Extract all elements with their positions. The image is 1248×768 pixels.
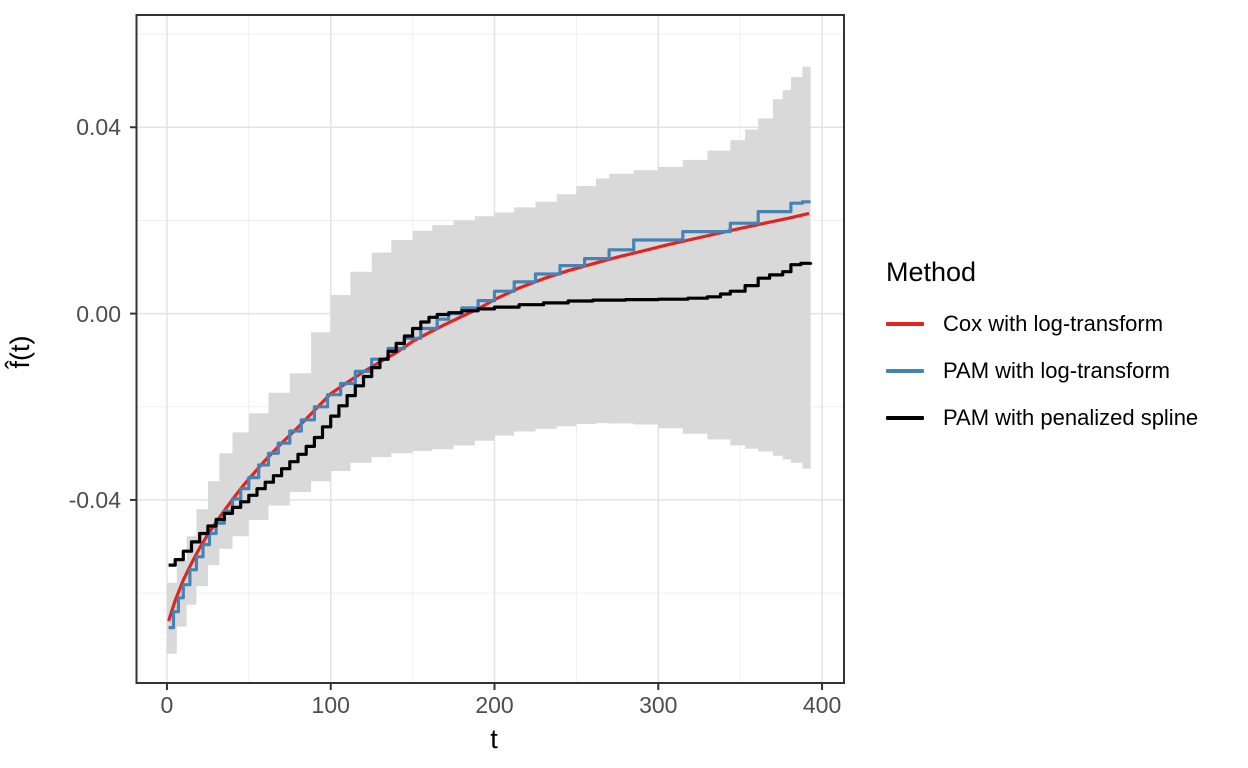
confidence-ribbon [167, 55, 811, 654]
x-axis-title: t [490, 724, 498, 754]
x-tick-label: 100 [311, 692, 350, 718]
legend-entry: Cox with log-transform [886, 300, 1236, 347]
legend-label: PAM with penalized spline [943, 404, 1199, 430]
x-tick-label: 200 [475, 692, 514, 718]
legend: Method Cox with log-transform PAM with lo… [886, 256, 1236, 441]
legend-key-line [886, 321, 924, 326]
y-tick-label: -0.04 [68, 486, 121, 513]
legend-key-line [886, 368, 924, 373]
legend-entry: PAM with log-transform [886, 347, 1236, 394]
legend-title: Method [886, 257, 977, 287]
series-line-1 [168, 200, 811, 630]
panel-border [135, 14, 845, 684]
x-tick-label: 400 [802, 692, 842, 718]
y-tick-label: 0.00 [76, 300, 121, 327]
y-tick-label: 0.04 [76, 114, 121, 141]
x-tick-label: 300 [639, 692, 678, 718]
y-axis-title: f̂(t) [5, 335, 35, 369]
x-tick-label: 0 [160, 692, 174, 718]
series-line-2 [168, 261, 813, 567]
legend-items: Cox with log-transform PAM with log-trans… [886, 300, 1236, 441]
legend-label: PAM with log-transform [943, 357, 1170, 383]
legend-entry: PAM with penalized spline [886, 394, 1236, 441]
legend-label: Cox with log-transform [943, 310, 1164, 336]
legend-key-line [886, 415, 924, 420]
